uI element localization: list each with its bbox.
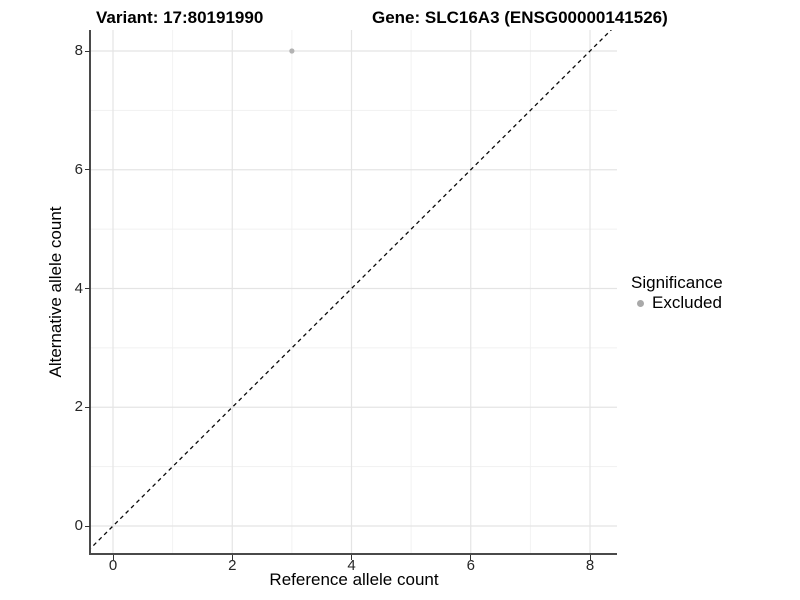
data-point bbox=[289, 48, 295, 54]
x-axis-title: Reference allele count bbox=[269, 570, 439, 589]
x-tick-label: 2 bbox=[228, 557, 237, 574]
plot-title-gene: Gene: SLC16A3 (ENSG00000141526) bbox=[372, 8, 668, 27]
identity-dashed-line bbox=[91, 30, 613, 549]
y-tick-mark bbox=[85, 525, 90, 527]
y-axis-line bbox=[89, 30, 91, 555]
x-tick-mark bbox=[589, 555, 591, 560]
plot-title-variant: Variant: 17:80191990 bbox=[96, 8, 264, 27]
excluded-point-icon bbox=[637, 299, 644, 307]
y-tick-mark bbox=[85, 288, 90, 289]
x-tick-mark bbox=[231, 555, 233, 560]
plot-panel bbox=[91, 30, 617, 553]
y-tick-label: 4 bbox=[74, 279, 83, 297]
x-tick-mark bbox=[470, 555, 472, 560]
x-tick-mark bbox=[351, 555, 352, 560]
x-axis-line bbox=[89, 553, 617, 555]
scatter-plot-canvas bbox=[91, 30, 617, 553]
y-tick-mark bbox=[85, 169, 90, 171]
y-tick-label: 6 bbox=[74, 160, 83, 178]
legend-item-excluded: Excluded bbox=[631, 294, 723, 312]
y-tick-mark bbox=[85, 50, 90, 52]
x-tick-label: 0 bbox=[108, 557, 118, 574]
legend-item-label: Excluded bbox=[652, 293, 722, 312]
y-tick-label: 0 bbox=[74, 517, 83, 534]
legend-title: Significance bbox=[631, 273, 723, 292]
y-tick-mark bbox=[85, 406, 90, 408]
x-tick-label: 6 bbox=[466, 557, 475, 574]
y-tick-label: 2 bbox=[74, 398, 83, 416]
y-tick-label: 8 bbox=[74, 42, 83, 59]
legend: Significance Excluded bbox=[631, 273, 723, 312]
x-tick-label: 4 bbox=[347, 557, 356, 574]
x-tick-mark bbox=[112, 555, 114, 560]
x-tick-label: 8 bbox=[585, 557, 595, 574]
